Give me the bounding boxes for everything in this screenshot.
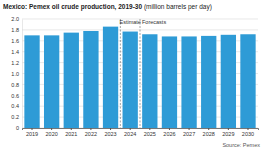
- bar: [24, 35, 39, 128]
- bar: [142, 34, 157, 128]
- x-tick-mark: [208, 128, 209, 130]
- x-tick-mark: [228, 128, 229, 130]
- y-tick-label: 2.0: [11, 16, 19, 22]
- bar: [221, 35, 236, 128]
- y-tick: 0.4: [11, 103, 22, 109]
- x-tick: 2023: [104, 128, 116, 137]
- x-tick-mark: [110, 128, 111, 130]
- y-tick: 1.6: [11, 38, 22, 44]
- bar: [83, 31, 98, 128]
- subtitle: (million barrels per day): [142, 3, 212, 11]
- y-tick-label: 1.2: [11, 60, 19, 66]
- x-tick-label: 2027: [183, 131, 195, 137]
- bar: [64, 33, 79, 128]
- x-tick-label: 2019: [26, 131, 38, 137]
- x-axis-line: [23, 129, 259, 131]
- bar: [240, 34, 255, 128]
- x-tick-mark: [90, 128, 91, 130]
- x-tick: 2022: [85, 128, 97, 137]
- y-tick: 0.8: [11, 82, 22, 88]
- x-tick: 2021: [65, 128, 77, 137]
- separator: [140, 19, 141, 128]
- y-tick: 0: [16, 125, 22, 131]
- title-line: Mexico: Pemex oil crude production, 2019…: [3, 3, 212, 11]
- y-tick: 1.2: [11, 60, 22, 66]
- bar: [181, 36, 196, 128]
- x-tick-label: 2026: [163, 131, 175, 137]
- title: Mexico: Pemex oil crude production, 2019…: [3, 3, 142, 11]
- y-tick-label: 1.4: [11, 49, 19, 55]
- y-tick: 2.0: [11, 16, 22, 22]
- x-tick-label: 2025: [144, 131, 156, 137]
- separator: [120, 19, 121, 128]
- x-tick-label: 2029: [222, 131, 234, 137]
- plot: 00.20.40.60.81.01.21.41.61.82.0201920202…: [11, 16, 258, 137]
- bar: [103, 27, 118, 128]
- bar: [201, 36, 216, 128]
- x-tick: 2030: [242, 128, 254, 137]
- y-tick: 1.0: [11, 71, 22, 77]
- x-tick: 2020: [46, 128, 58, 137]
- x-tick: 2019: [26, 128, 38, 137]
- x-tick-mark: [32, 128, 33, 130]
- x-tick: 2025: [144, 128, 156, 137]
- source: Source: Pemex: [222, 142, 260, 148]
- x-tick-mark: [130, 128, 131, 130]
- grid: [22, 19, 258, 128]
- y-tick: 1.4: [11, 49, 22, 55]
- annotation: Estimate: [119, 19, 140, 25]
- y-tick-label: 0.2: [11, 114, 19, 120]
- y-tick: 0.2: [11, 114, 22, 120]
- y-axis: 0 0.2 0.4 0.6 0.8 1.0 1.2 1.4 1.6 1.8 2.0: [11, 16, 22, 131]
- y-tick-label: 1.6: [11, 38, 19, 44]
- x-tick: 2029: [222, 128, 234, 137]
- y-tick-label: 1.8: [11, 27, 19, 33]
- x-tick-mark: [189, 128, 190, 130]
- bar: [123, 32, 138, 128]
- x-tick-label: 2028: [203, 131, 215, 137]
- y-tick-label: 1.0: [11, 71, 19, 77]
- x-tick-label: 2023: [104, 131, 116, 137]
- annotations: EstimateForecasts: [119, 19, 166, 128]
- y-tick-label: 0.6: [11, 93, 19, 99]
- chart: Mexico: Pemex oil crude production, 2019…: [0, 0, 263, 150]
- y-tick: 0.6: [11, 93, 22, 99]
- x-tick-mark: [51, 128, 52, 130]
- x-tick: 2024: [124, 128, 136, 137]
- y-tick: 1.8: [11, 27, 22, 33]
- x-tick: 2026: [163, 128, 175, 137]
- x-tick-label: 2020: [46, 131, 58, 137]
- x-tick-mark: [149, 128, 150, 130]
- x-tick-label: 2024: [124, 131, 136, 137]
- x-tick-mark: [71, 128, 72, 130]
- y-tick-label: 0.8: [11, 82, 19, 88]
- x-tick-label: 2022: [85, 131, 97, 137]
- x-tick-label: 2021: [65, 131, 77, 137]
- bar: [162, 36, 177, 128]
- x-tick-label: 2030: [242, 131, 254, 137]
- y-axis-line: [22, 20, 23, 129]
- y-tick-label: 0: [16, 125, 19, 131]
- x-tick-mark: [169, 128, 170, 130]
- x-tick-mark: [247, 128, 248, 130]
- bar: [44, 35, 59, 128]
- x-tick: 2028: [203, 128, 215, 137]
- x-axis: 2019 2020 2021 2022 2023 2024 2025 2026 2027 2028…: [23, 128, 259, 137]
- y-tick-label: 0.4: [11, 103, 19, 109]
- x-tick: 2027: [183, 128, 195, 137]
- annotation: Forecasts: [142, 19, 166, 25]
